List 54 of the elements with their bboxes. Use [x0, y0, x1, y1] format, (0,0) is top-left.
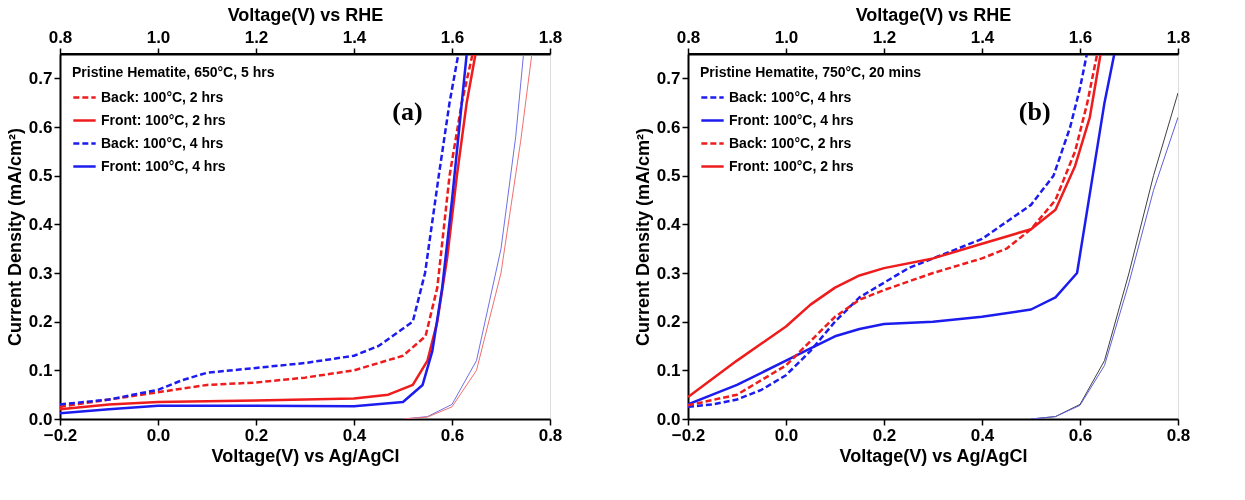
- x2-axis-title: Voltage(V) vs RHE: [855, 4, 1012, 25]
- y-tick-label: 0.1: [28, 360, 53, 380]
- y-tick-label: 0.2: [28, 312, 53, 332]
- y-axis-title: Current Density (mA/cm²): [632, 127, 653, 347]
- legend-label: Back: 100°C, 4 hrs: [729, 88, 852, 105]
- legend-label: Front: 100°C, 4 hrs: [729, 111, 854, 128]
- legend-label: Back: 100°C, 2 hrs: [729, 134, 852, 151]
- x2-tick-label: 0.8: [48, 27, 73, 47]
- y-tick-label: 0.3: [28, 263, 53, 283]
- x2-tick-label: 1.6: [440, 27, 465, 47]
- x-tick-label: 0.6: [440, 425, 465, 445]
- y-tick-label: 0.4: [28, 214, 54, 234]
- x-tick-label: 0.2: [244, 425, 269, 445]
- y-tick-label: 0.2: [656, 312, 681, 332]
- y-tick-label: 0.3: [656, 263, 681, 283]
- y-tick-label: 0.5: [28, 166, 53, 186]
- y-tick-label: 0.6: [28, 117, 53, 137]
- x-tick-label: 0.2: [872, 425, 897, 445]
- y-tick-label: 0.1: [656, 360, 681, 380]
- legend-title: Pristine Hematite, 750°C, 20 mins: [700, 64, 922, 80]
- x2-tick-label: 1.4: [342, 27, 367, 47]
- y-tick-label: 0.4: [656, 214, 682, 234]
- x2-tick-label: 1.0: [146, 27, 171, 47]
- legend-label: Back: 100°C, 4 hrs: [101, 134, 224, 151]
- legend-title: Pristine Hematite, 650°C, 5 hrs: [72, 64, 275, 80]
- x-tick-label: 0.0: [774, 425, 799, 445]
- legend-label: Front: 100°C, 2 hrs: [101, 111, 226, 128]
- x-axis-title: Voltage(V) vs Ag/AgCl: [211, 445, 400, 466]
- x2-tick-label: 1.6: [1068, 27, 1093, 47]
- y-tick-label: 0.5: [656, 166, 681, 186]
- x2-tick-label: 1.8: [1166, 27, 1191, 47]
- x2-tick-label: 1.4: [970, 27, 995, 47]
- x-axis-title: Voltage(V) vs Ag/AgCl: [839, 445, 1028, 466]
- x-tick-label: 0.4: [970, 425, 995, 445]
- y-tick-label: 0.7: [28, 68, 53, 88]
- y-tick-label: 0.6: [656, 117, 681, 137]
- x2-tick-label: 0.8: [676, 27, 701, 47]
- x2-tick-label: 1.0: [774, 27, 799, 47]
- x-tick-label: 0.8: [538, 425, 563, 445]
- annotation: (b): [1018, 97, 1051, 127]
- legend-label: Back: 100°C, 2 hrs: [101, 88, 224, 105]
- x2-tick-label: 1.2: [244, 27, 269, 47]
- x-tick-label: 0.6: [1068, 425, 1093, 445]
- x2-tick-label: 1.8: [538, 27, 563, 47]
- x-tick-label: 0.8: [1166, 425, 1191, 445]
- x-tick-label: 0.0: [146, 425, 171, 445]
- legend-label: Front: 100°C, 2 hrs: [729, 157, 854, 174]
- legend-label: Front: 100°C, 4 hrs: [101, 157, 226, 174]
- x2-axis-title: Voltage(V) vs RHE: [227, 4, 384, 25]
- x-tick-label: 0.4: [342, 425, 367, 445]
- y-axis-title: Current Density (mA/cm²): [4, 127, 25, 347]
- y-tick-label: 0.7: [656, 68, 681, 88]
- x2-tick-label: 1.2: [872, 27, 897, 47]
- annotation: (a): [392, 97, 423, 127]
